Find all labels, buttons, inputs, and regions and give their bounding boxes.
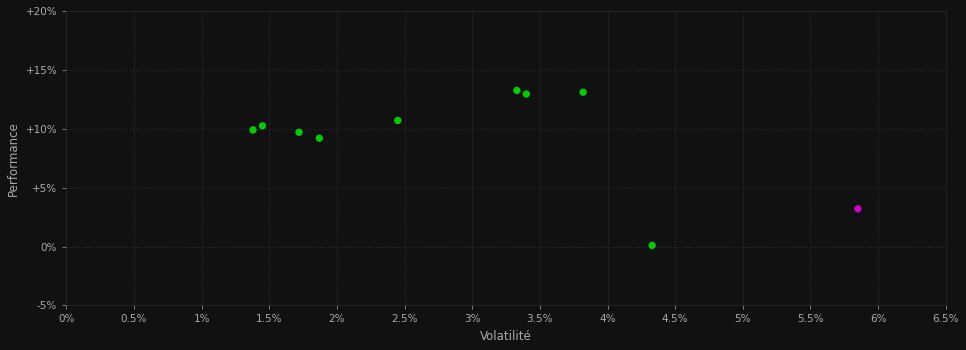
Point: [292, 130, 307, 135]
Point: [390, 118, 406, 123]
Point: [519, 91, 534, 97]
Point: [509, 88, 525, 93]
Point: [245, 127, 261, 133]
Point: [850, 206, 866, 212]
X-axis label: Volatilité: Volatilité: [480, 330, 532, 343]
Point: [255, 123, 270, 128]
Point: [312, 135, 327, 141]
Point: [644, 243, 660, 248]
Point: [576, 90, 591, 95]
Y-axis label: Performance: Performance: [7, 121, 20, 196]
